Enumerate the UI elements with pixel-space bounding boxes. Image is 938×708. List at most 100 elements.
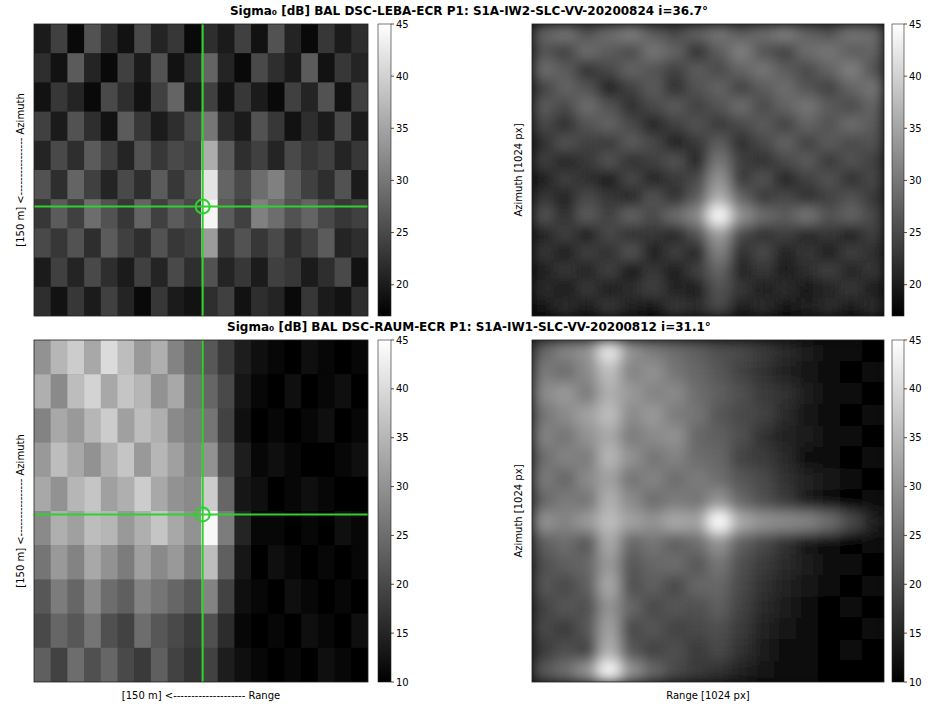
cell — [576, 207, 599, 226]
row-title: Sigma₀ [dB] BAL DSC-RAUM-ECR P1: S1A-IW1… — [227, 320, 711, 334]
cell — [532, 575, 555, 597]
cell — [218, 408, 235, 443]
cell — [168, 545, 185, 580]
cell — [708, 468, 731, 490]
cell — [301, 545, 318, 580]
cell — [168, 579, 185, 614]
cell — [101, 477, 118, 512]
cell — [774, 261, 797, 280]
cell — [730, 597, 753, 619]
cell — [642, 447, 665, 469]
cell — [862, 24, 884, 43]
cell — [318, 228, 335, 258]
cell — [118, 443, 135, 478]
cell — [774, 426, 797, 448]
cell — [752, 61, 775, 80]
cell — [351, 199, 368, 229]
colorbar — [892, 24, 904, 316]
heatmap — [532, 340, 884, 682]
cell — [251, 228, 268, 258]
cell — [620, 447, 643, 469]
cell — [686, 532, 709, 554]
cell — [664, 24, 687, 43]
cell — [151, 648, 168, 682]
cell — [708, 79, 731, 98]
cell — [598, 597, 621, 619]
cell — [554, 447, 577, 469]
cell — [840, 404, 863, 426]
cell — [752, 661, 775, 682]
cell — [862, 152, 884, 171]
cell — [34, 112, 51, 142]
cell — [620, 426, 643, 448]
cell — [664, 280, 687, 299]
cell — [532, 188, 555, 207]
cell — [67, 648, 84, 682]
cell — [151, 408, 168, 443]
cell — [184, 258, 201, 288]
cell — [84, 53, 101, 83]
cell — [708, 511, 731, 533]
cell — [752, 134, 775, 153]
cell — [730, 361, 753, 383]
cell — [774, 597, 797, 619]
cell — [532, 447, 555, 469]
cell — [234, 82, 251, 112]
cell — [134, 545, 151, 580]
cell — [686, 188, 709, 207]
cell — [351, 545, 368, 580]
cell — [51, 545, 68, 580]
cell — [620, 639, 643, 661]
cell — [51, 199, 68, 229]
heatmap — [34, 24, 368, 316]
cell — [686, 134, 709, 153]
cell — [840, 618, 863, 640]
cell — [554, 597, 577, 619]
cell — [532, 152, 555, 171]
cell — [818, 426, 841, 448]
cell — [285, 408, 302, 443]
colorbar-tick-label: 20 — [396, 279, 409, 290]
cell — [301, 199, 318, 229]
cell — [796, 261, 819, 280]
cell — [268, 228, 285, 258]
cell — [134, 82, 151, 112]
cell — [335, 82, 352, 112]
cell — [598, 79, 621, 98]
cell — [708, 554, 731, 576]
cell — [268, 648, 285, 682]
cell — [818, 61, 841, 80]
cell — [351, 408, 368, 443]
cell — [285, 287, 302, 316]
cell — [218, 141, 235, 171]
cell — [151, 199, 168, 229]
cell — [708, 575, 731, 597]
cell — [168, 408, 185, 443]
cell — [664, 61, 687, 80]
cell — [218, 511, 235, 546]
cell — [576, 597, 599, 619]
cell — [840, 261, 863, 280]
cell — [664, 468, 687, 490]
cell — [664, 554, 687, 576]
cell — [251, 112, 268, 142]
cell — [218, 340, 235, 375]
cell — [686, 298, 709, 316]
cell — [598, 280, 621, 299]
cell — [796, 490, 819, 512]
cell — [101, 443, 118, 478]
y-axis-title: Azimuth [1024 px] — [513, 464, 524, 557]
cell — [730, 532, 753, 554]
cell — [184, 477, 201, 512]
cell — [234, 579, 251, 614]
cell — [818, 170, 841, 189]
cell — [351, 340, 368, 375]
cell — [752, 447, 775, 469]
cell — [620, 597, 643, 619]
cell — [664, 511, 687, 533]
cell — [34, 141, 51, 171]
cell — [686, 207, 709, 226]
cell — [67, 170, 84, 200]
cell — [686, 152, 709, 171]
cell — [840, 490, 863, 512]
